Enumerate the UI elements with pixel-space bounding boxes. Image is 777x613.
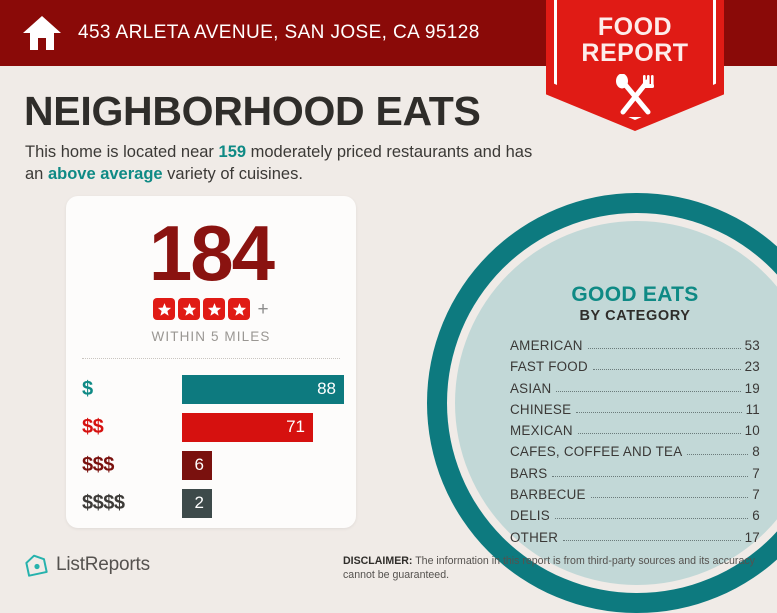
category-count: 10	[744, 423, 760, 439]
category-row: ASIAN 19	[510, 381, 760, 396]
page-subtitle: This home is located near 159 moderately…	[25, 142, 545, 186]
leader-dots	[687, 454, 749, 456]
star-icon	[228, 298, 251, 320]
category-name: OTHER	[510, 529, 559, 545]
decorative-inner-circle	[455, 221, 777, 585]
category-count: 11	[745, 401, 760, 417]
category-name: CHINESE	[510, 401, 572, 417]
price-range-bar-chart: $88 $$ 71 $$$ 6 $$$$ 2	[66, 370, 356, 522]
leader-dots	[576, 411, 742, 413]
category-name: DELIS	[510, 508, 550, 524]
leader-dots	[587, 348, 741, 349]
leader-dots	[554, 518, 749, 520]
badge-text: FOOD REPORT	[546, 14, 724, 67]
category-count: 6	[752, 508, 760, 524]
category-row: BARS 7	[510, 466, 760, 481]
category-list: AMERICAN 53 FAST FOOD 23 ASIAN 19 CHINESE 11 MEX…	[510, 338, 760, 545]
within-radius-label: WITHIN 5 MILES	[151, 329, 271, 344]
good-eats-title: GOOD EATS	[571, 283, 699, 306]
subtitle-emphasis: above average	[47, 164, 163, 183]
price-bar: 2	[182, 488, 212, 518]
category-row: FAST FOOD 23	[510, 359, 760, 374]
good-eats-subtitle: BY CATEGORY	[579, 308, 691, 324]
stats-card: 184 + WITHIN 5 MILES $88 $$ 71 $$$ 6 $$$$ 2	[66, 196, 356, 528]
leader-dots	[590, 497, 749, 499]
category-count: 23	[744, 359, 760, 375]
category-row: MEXICAN 10	[510, 423, 760, 438]
listreports-logo[interactable]: ListReports	[24, 553, 150, 577]
price-bar: 6	[182, 450, 212, 480]
spoon-fork-icon	[616, 74, 654, 115]
price-bar-row: $$ 71	[66, 408, 356, 446]
star-plus-label: +	[257, 298, 269, 320]
category-count: 7	[752, 487, 760, 503]
category-row: CHINESE 11	[510, 402, 760, 417]
badge-line-1: FOOD	[597, 13, 673, 41]
leader-dots	[577, 433, 741, 435]
category-name: ASIAN	[510, 380, 552, 396]
category-name: CAFES, COFFEE AND TEA	[510, 444, 683, 460]
page-title: NEIGHBORHOOD EATS	[24, 88, 481, 134]
leader-dots	[592, 369, 741, 371]
star-icon	[153, 298, 176, 320]
subtitle-part-2: moderately priced restaurants and has an	[25, 143, 533, 183]
food-report-badge: FOOD REPORT	[546, 0, 724, 131]
price-bar-label: $$$$	[82, 491, 125, 514]
subtitle-part-3: variety of cuisines.	[162, 164, 303, 183]
subtitle-part-1: This home is located near	[25, 143, 219, 161]
good-eats-panel: GOOD EATS BY CATEGORY AMERICAN 53 FAST FOO…	[510, 283, 760, 551]
leader-dots	[563, 539, 741, 541]
price-bar-label: $$	[82, 415, 104, 438]
price-bar-row: $$$$ 2	[66, 484, 356, 522]
star-rating: +	[66, 298, 356, 320]
disclaimer-label: DISCLAIMER:	[343, 555, 413, 567]
disclaimer: DISCLAIMER: The information in this repo…	[343, 555, 768, 583]
star-icon	[203, 298, 226, 320]
header-address: 453 ARLETA AVENUE, SAN JOSE, CA 95128	[78, 22, 480, 43]
price-bar: 88	[182, 374, 344, 404]
price-bar-row: $88	[66, 370, 356, 408]
category-count: 8	[752, 444, 760, 460]
disclaimer-text: The information in this report is from t…	[343, 555, 755, 581]
star-icon	[178, 298, 201, 320]
category-count: 53	[744, 338, 760, 353]
category-name: BARBECUE	[510, 487, 586, 503]
category-name: AMERICAN	[510, 338, 583, 353]
category-name: FAST FOOD	[510, 359, 588, 375]
restaurant-total-count: 184	[148, 209, 275, 297]
category-row: DELIS 6	[510, 508, 760, 523]
badge-line-2: REPORT	[581, 39, 689, 68]
category-name: BARS	[510, 465, 548, 481]
category-row: AMERICAN 53	[510, 338, 760, 353]
price-bar: 71	[182, 412, 313, 442]
leader-dots	[556, 390, 741, 392]
price-bar-label: $$$	[82, 453, 114, 476]
category-name: MEXICAN	[510, 423, 573, 439]
home-icon	[23, 16, 61, 50]
category-row: BARBECUE 7	[510, 487, 760, 502]
category-count: 17	[744, 529, 760, 545]
listreports-logo-text: ListReports	[56, 554, 150, 575]
subtitle-restaurant-count: 159	[218, 143, 247, 161]
leader-dots	[552, 475, 749, 477]
category-row: CAFES, COFFEE AND TEA 8	[510, 444, 760, 459]
price-bar-row: $$$ 6	[66, 446, 356, 484]
category-row: OTHER 17	[510, 530, 760, 545]
category-count: 7	[752, 465, 760, 481]
card-divider	[82, 358, 340, 359]
badge-inner-outline	[554, 0, 716, 120]
category-count: 19	[744, 380, 760, 396]
price-bar-label: $	[82, 377, 93, 400]
listreports-house-tag-icon	[25, 554, 48, 577]
